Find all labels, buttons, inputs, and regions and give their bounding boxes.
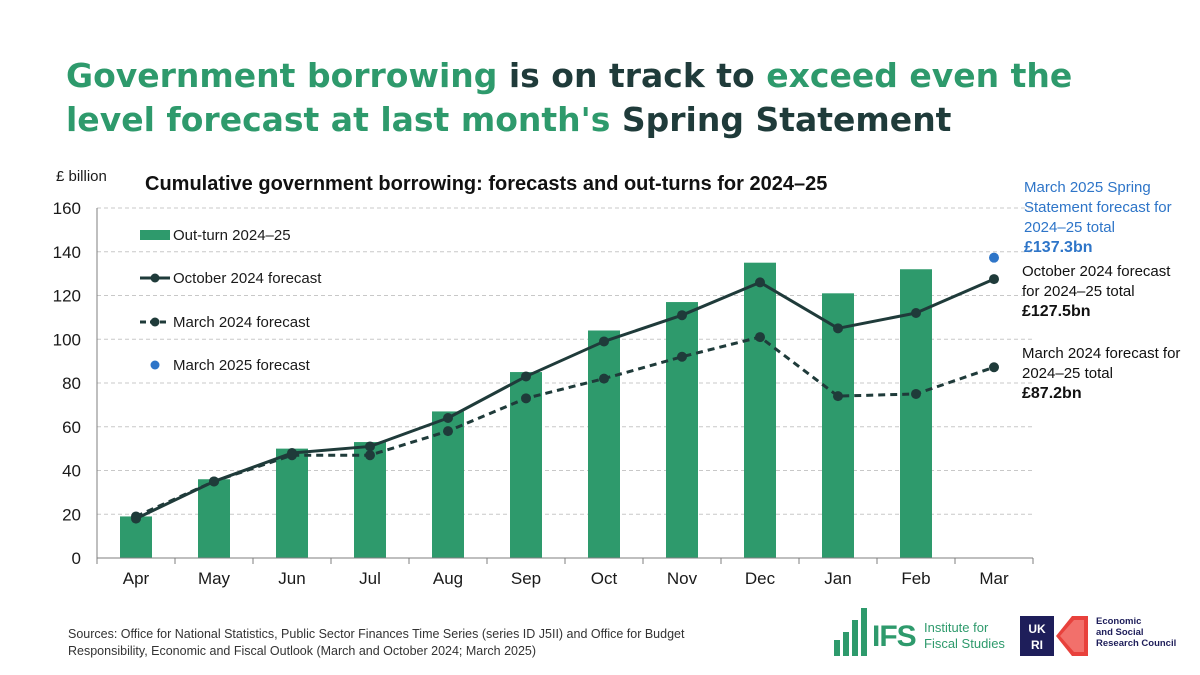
ifs-full-name: Institute for Fiscal Studies [924, 620, 1014, 652]
outturn-bar [354, 442, 386, 558]
annotation-march-2024: March 2024 forecast for 2024–25 total £8… [1022, 344, 1192, 404]
annotation-october-2024: October 2024 forecast for 2024–25 total … [1022, 262, 1192, 322]
legend-swatch-march-2024-point [150, 317, 160, 327]
ifs-name-line-1: Institute for [924, 620, 989, 635]
march-2024-forecast-point [521, 393, 531, 404]
headline-part-1: Government borrowing [66, 56, 498, 95]
march-2024-forecast-point [443, 426, 453, 437]
esrc-line-2: and Social [1096, 627, 1144, 638]
x-tick-label: Sep [511, 569, 541, 588]
annotation-october-2024-value: £127.5bn [1022, 303, 1091, 320]
march-2024-forecast-point [365, 450, 375, 461]
esrc-name: Economic and Social Research Council [1096, 616, 1192, 649]
october-2024-forecast-point [365, 441, 375, 452]
x-tick-label: Jul [359, 569, 381, 588]
y-tick-label: 80 [62, 374, 81, 393]
march-2024-forecast-point [755, 332, 765, 343]
outturn-bar [744, 262, 776, 558]
legend-label-october-2024: October 2024 forecast [173, 270, 322, 287]
ifs-bars-icon [834, 608, 867, 656]
chart-title: Cumulative government borrowing: forecas… [145, 173, 827, 195]
forecast-lines [131, 252, 999, 524]
march-2024-forecast-point [911, 388, 921, 399]
headline: Government borrowing is on track to exce… [66, 54, 1146, 142]
october-2024-forecast-point [755, 277, 765, 288]
x-tick-label: Jan [824, 569, 851, 588]
x-tick-label: Aug [433, 569, 463, 588]
october-2024-forecast-point [989, 274, 999, 285]
annotation-march-2025-value: £137.3bn [1024, 239, 1093, 256]
outturn-bar [822, 293, 854, 558]
x-tick-label: Nov [667, 569, 698, 588]
outturn-bars [120, 262, 932, 558]
outturn-bar [666, 302, 698, 558]
october-2024-forecast-point [131, 513, 141, 524]
october-2024-forecast-point [911, 308, 921, 318]
y-tick-label: 100 [53, 330, 81, 349]
march-2024-forecast-point [677, 351, 687, 362]
x-tick-label: Dec [745, 569, 776, 588]
october-2024-forecast-point [833, 323, 843, 334]
legend-label-march-2025: March 2025 forecast [173, 357, 311, 374]
ukri-text-bottom: RI [1031, 638, 1043, 652]
x-tick-label: Mar [979, 569, 1009, 588]
y-axis-unit: £ billion [56, 168, 107, 185]
axes: 0 20 40 60 80 100 120 140 160 Apr May Jun Jul Aug Sep O… [53, 199, 1034, 588]
esrc-logo: UK RI Economic and Social Research Counc… [1020, 614, 1192, 660]
ifs-logo: IFS Institute for Fiscal Studies [832, 606, 1005, 658]
x-tick-label: Oct [591, 569, 618, 588]
y-tick-label: 120 [53, 287, 81, 306]
x-tick-label: Jun [278, 569, 305, 588]
y-tick-label: 140 [53, 243, 81, 262]
ukri-text-top: UK [1028, 622, 1046, 636]
ukri-mark-icon: UK RI [1020, 616, 1088, 656]
october-2024-forecast-point [443, 413, 453, 423]
ifs-name-line-2: Fiscal Studies [924, 636, 1005, 651]
y-tick-label: 160 [53, 199, 81, 218]
legend-label-outturn: Out-turn 2024–25 [173, 227, 291, 244]
esrc-line-1: Economic [1096, 616, 1142, 627]
legend-swatch-october-point [150, 273, 160, 283]
sources-note: Sources: Office for National Statistics,… [68, 627, 685, 658]
march-2024-forecast-point [833, 391, 843, 402]
x-tick-label: May [198, 569, 231, 588]
y-tick-label: 0 [72, 549, 81, 568]
outturn-bar [276, 448, 308, 558]
annotation-march-2025: March 2025 Spring Statement forecast for… [1024, 178, 1194, 258]
annotation-march-2025-text: March 2025 Spring Statement forecast for… [1024, 179, 1172, 236]
annotation-october-2024-text: October 2024 forecast for 2024–25 total [1022, 263, 1171, 300]
gridlines [97, 207, 1033, 515]
headline-part-3: exceed even the level forecast at last m… [66, 56, 1073, 139]
legend-swatch-outturn [140, 230, 170, 240]
y-tick-label: 60 [62, 418, 81, 437]
esrc-line-3: Research Council [1096, 638, 1177, 649]
october-2024-forecast-point [599, 336, 609, 347]
outturn-bar [588, 330, 620, 558]
october-2024-forecast-point [287, 448, 297, 458]
legend-label-march-2024: March 2024 forecast [173, 314, 311, 331]
legend-swatch-march-2025-point [150, 360, 160, 370]
y-tick-label: 40 [62, 462, 81, 481]
march-2024-forecast-point [989, 362, 999, 373]
annotation-march-2024-value: £87.2bn [1022, 385, 1082, 402]
ifs-wordmark: IFS [872, 620, 917, 653]
annotation-march-2024-text: March 2024 forecast for 2024–25 total [1022, 345, 1181, 382]
march-2025-forecast-point [989, 252, 999, 263]
x-tick-label: Apr [123, 569, 150, 588]
march-2024-forecast-point [599, 373, 609, 384]
outturn-bar [198, 479, 230, 558]
october-2024-forecast-point [209, 476, 219, 487]
october-2024-forecast-line [135, 277, 995, 520]
headline-part-4: Spring Statement [610, 100, 952, 139]
october-2024-forecast-point [677, 310, 687, 321]
legend: Out-turn 2024–25 October 2024 forecast Mar… [140, 227, 322, 374]
x-tick-label: Feb [901, 569, 930, 588]
headline-part-2: is on track to [497, 56, 767, 95]
y-tick-label: 20 [62, 505, 81, 524]
october-2024-forecast-point [521, 371, 531, 382]
